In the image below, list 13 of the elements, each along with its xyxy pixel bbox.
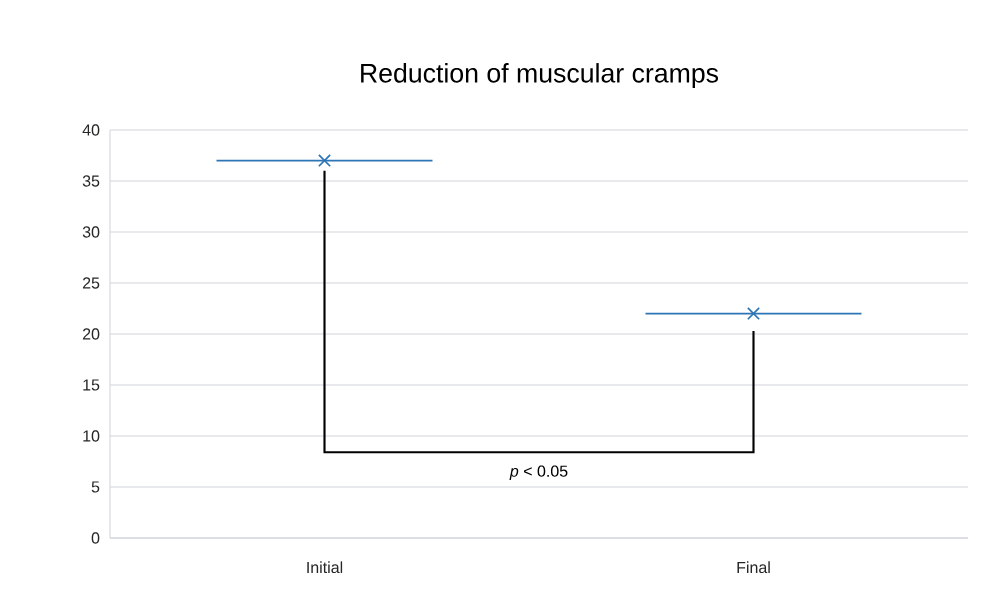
y-tick-label: 35 [82, 175, 100, 187]
x-tick-label: Final [737, 561, 770, 574]
chart-title: Reduction of muscular cramps [361, 63, 719, 88]
y-tick-label: 20 [82, 328, 100, 340]
y-tick-label: 25 [82, 277, 100, 289]
y-tick-label: 15 [83, 379, 100, 391]
x-tick-label: Initial [307, 561, 343, 574]
y-tick-label: 5 [91, 481, 100, 493]
y-tick-label: 10 [83, 430, 100, 442]
annotation: p < 0.05 [509, 465, 568, 480]
y-tick-label: 0 [91, 532, 100, 544]
y-tick-label: 30 [82, 226, 100, 238]
y-tick-label: 40 [82, 124, 100, 136]
